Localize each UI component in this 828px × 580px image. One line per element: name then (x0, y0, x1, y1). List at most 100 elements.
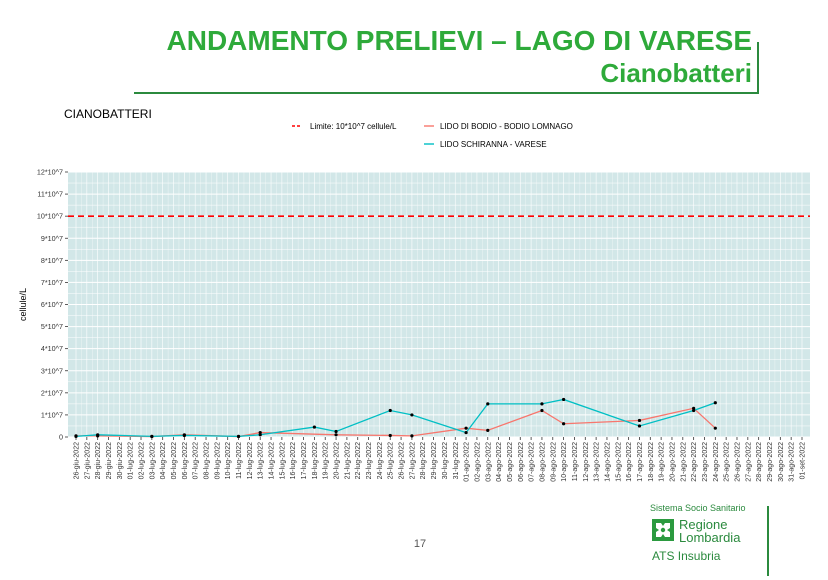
x-tick-label: 14-ago-2022 (604, 442, 611, 482)
y-tick-label: 8*10^7 (41, 256, 63, 265)
y-tick-label: 7*10^7 (41, 278, 63, 287)
x-tick-label: 11-ago-2022 (572, 442, 579, 481)
slide-subtitle: Cianobatteri (600, 58, 752, 88)
data-point (713, 426, 717, 430)
data-point (236, 434, 241, 438)
data-point (692, 406, 696, 410)
region-name-line1: Regione (679, 517, 728, 532)
x-tick-label: 03-ago-2022 (485, 442, 492, 482)
x-tick-label: 27-giu-2022 (84, 442, 91, 479)
x-tick-label: 07-lug-2022 (193, 442, 200, 479)
x-tick-label: 17-lug-2022 (301, 442, 308, 479)
x-tick-label: 01-ago-2022 (464, 442, 471, 482)
data-point (464, 430, 468, 435)
y-tick-label: 12*10^7 (37, 168, 63, 177)
x-tick-label: 28-lug-2022 (420, 442, 427, 479)
x-tick-label: 15-ago-2022 (615, 442, 622, 482)
x-tick-label: 23-lug-2022 (366, 442, 373, 479)
y-tick-label: 5*10^7 (41, 322, 63, 331)
x-tick-label: 05-lug-2022 (171, 442, 178, 479)
page-number: 17 (413, 538, 427, 550)
x-tick-label: 02-ago-2022 (474, 442, 481, 482)
x-tick-label: 30-ago-2022 (778, 442, 785, 482)
x-tick-label: 27-lug-2022 (409, 442, 416, 479)
title-underline (134, 92, 758, 94)
x-tick-label: 17-ago-2022 (637, 442, 644, 482)
x-tick-label: 26-ago-2022 (734, 442, 741, 482)
data-point (637, 418, 642, 423)
x-tick-label: 27-ago-2022 (745, 442, 752, 482)
data-point (334, 429, 338, 434)
x-tick-label: 14-lug-2022 (269, 442, 276, 479)
x-tick-label: 22-ago-2022 (691, 442, 698, 482)
x-tick-label: 07-ago-2022 (529, 442, 536, 482)
footer-rule (767, 506, 769, 576)
region-name-line2: Lombardia (679, 530, 741, 545)
x-tick-label: 04-lug-2022 (160, 442, 167, 479)
x-tick-label: 02-lug-2022 (139, 442, 146, 479)
region-name: Regione Lombardia (679, 518, 769, 544)
data-point (562, 422, 566, 426)
data-point (692, 408, 696, 413)
x-tick-label: 16-ago-2022 (626, 442, 633, 482)
x-tick-label: 28-giu-2022 (95, 442, 102, 479)
y-tick-label: 9*10^7 (41, 234, 63, 243)
x-tick-label: 09-lug-2022 (214, 442, 221, 479)
x-tick-label: 13-lug-2022 (258, 442, 265, 479)
x-tick-label: 08-ago-2022 (539, 442, 546, 482)
data-point (486, 428, 490, 432)
x-tick-label: 08-lug-2022 (204, 442, 211, 479)
legend-series-label: LIDO DI BODIO - BODIO LOMNAGO (440, 122, 573, 131)
y-tick-label: 10*10^7 (37, 212, 63, 221)
y-axis-label: cellule/L (18, 288, 28, 321)
agency-name: ATS Insubria (652, 549, 721, 563)
x-tick-label: 09-ago-2022 (550, 442, 557, 482)
y-tick-label: 6*10^7 (41, 300, 63, 309)
x-tick-label: 01-set-2022 (800, 442, 807, 479)
data-point (562, 397, 566, 402)
x-tick-label: 20-lug-2022 (334, 442, 341, 479)
data-point (410, 434, 414, 438)
x-tick-label: 23-ago-2022 (702, 442, 709, 482)
x-tick-label: 21-lug-2022 (344, 442, 351, 479)
x-tick-label: 18-ago-2022 (648, 442, 655, 482)
x-tick-label: 24-lug-2022 (377, 442, 384, 479)
chart-title: CIANOBATTERI (64, 107, 152, 121)
data-point (312, 425, 316, 429)
x-tick-label: 16-lug-2022 (290, 442, 297, 479)
x-tick-label: 20-ago-2022 (669, 442, 676, 482)
x-tick-label: 31-lug-2022 (453, 442, 460, 479)
x-tick-label: 06-ago-2022 (518, 442, 525, 482)
x-tick-label: 29-ago-2022 (767, 442, 774, 482)
x-tick-label: 26-giu-2022 (74, 442, 81, 479)
x-tick-label: 06-lug-2022 (182, 442, 189, 479)
x-tick-label: 04-ago-2022 (496, 442, 503, 482)
regione-lombardia-logo-mark (652, 519, 674, 541)
x-tick-label: 13-ago-2022 (594, 442, 601, 482)
x-tick-label: 10-ago-2022 (561, 442, 568, 482)
data-point (388, 433, 392, 438)
x-tick-label: 12-lug-2022 (247, 442, 254, 479)
data-point (540, 408, 544, 413)
regione-lombardia-logo-icon (652, 519, 674, 541)
x-tick-label: 03-lug-2022 (149, 442, 156, 479)
data-point (74, 434, 78, 438)
y-tick-label: 1*10^7 (41, 410, 63, 419)
y-tick-label: 4*10^7 (41, 344, 63, 353)
x-tick-label: 25-ago-2022 (724, 442, 731, 482)
x-tick-label: 26-lug-2022 (399, 442, 406, 479)
data-point (540, 402, 544, 406)
data-point (486, 402, 490, 406)
data-point (464, 426, 468, 430)
title-side-rule (757, 42, 759, 94)
x-tick-label: 30-lug-2022 (442, 442, 449, 479)
x-tick-label: 31-ago-2022 (789, 442, 796, 482)
legend-series-label: LIDO SCHIRANNA - VARESE (440, 140, 547, 149)
chart: CIANOBATTERI Limite: 10*10^7 cellule/L LID… (18, 107, 810, 482)
x-tick-label: 19-lug-2022 (323, 442, 330, 479)
slide-title: ANDAMENTO PRELIEVI – LAGO DI VARESE (166, 25, 752, 56)
data-point (96, 433, 100, 437)
data-point (334, 433, 338, 437)
y-tick-label: 3*10^7 (41, 366, 63, 375)
data-point (713, 401, 717, 405)
